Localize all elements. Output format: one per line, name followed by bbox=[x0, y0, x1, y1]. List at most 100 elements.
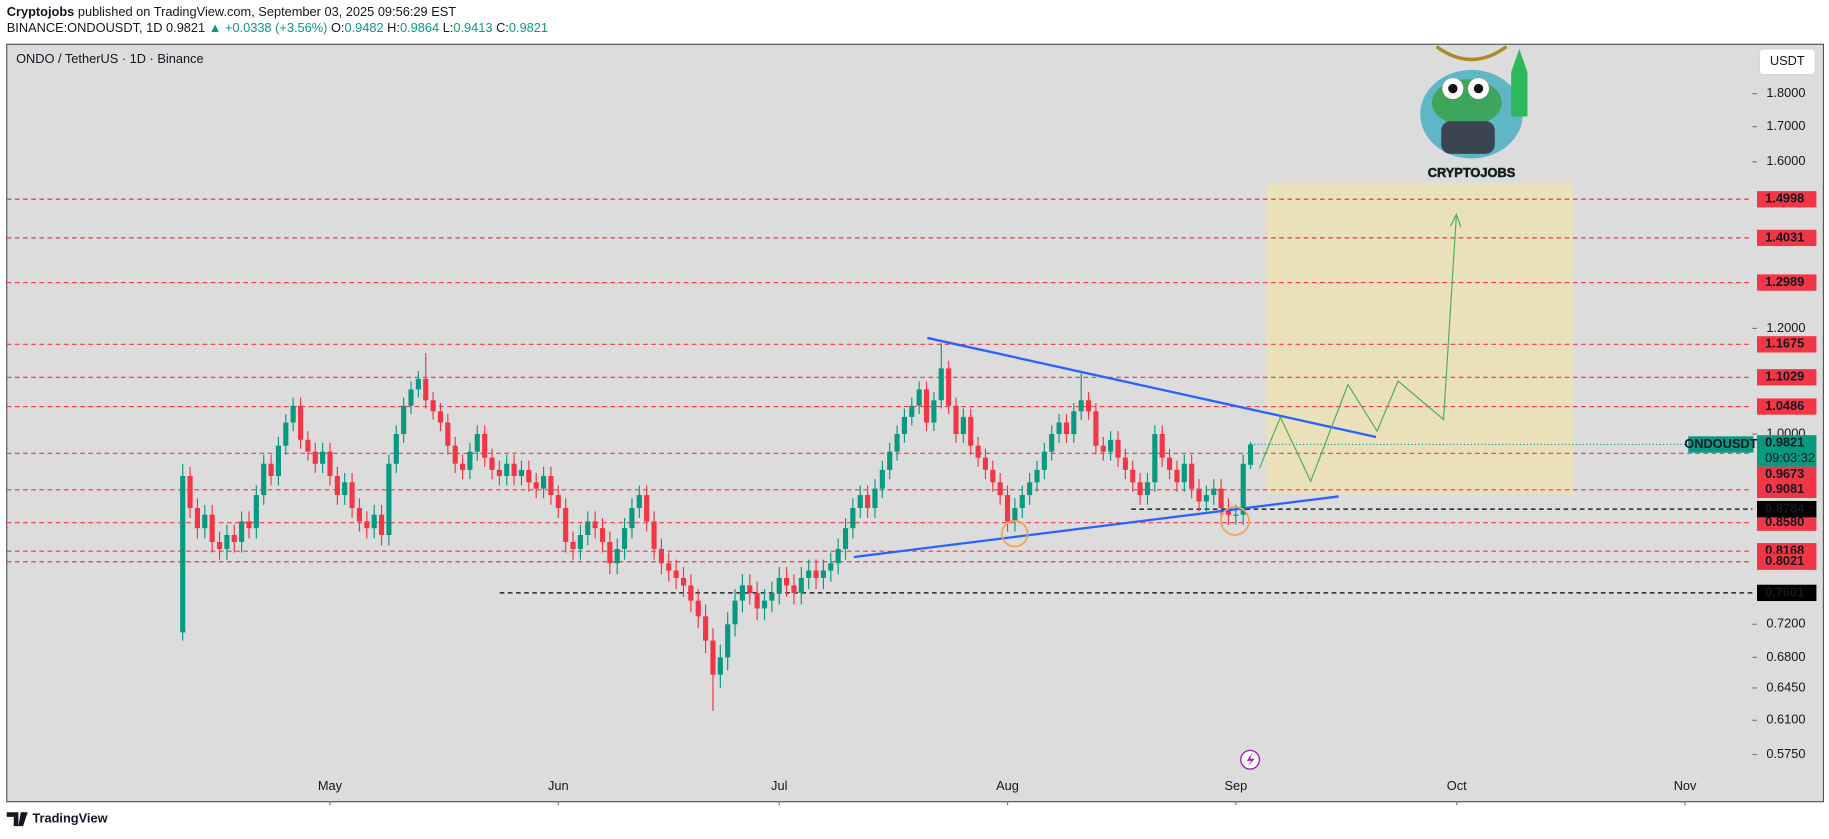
candle-body bbox=[518, 469, 525, 477]
candle-body bbox=[879, 469, 885, 489]
event-bolt bbox=[1246, 752, 1255, 767]
level-label: 0.9673 bbox=[1765, 466, 1804, 481]
level-label-box bbox=[1756, 553, 1817, 570]
candle-body bbox=[946, 368, 952, 406]
logo-chain bbox=[1435, 45, 1508, 62]
candle-body bbox=[356, 508, 363, 522]
time-axis: May Jun Jul Aug Sep Oct Nov bbox=[318, 778, 1697, 806]
candles bbox=[180, 343, 1254, 711]
candle-body bbox=[968, 416, 974, 446]
candle-body bbox=[334, 476, 340, 496]
candle-body bbox=[857, 495, 863, 509]
countdown: 09:03:32 bbox=[1765, 450, 1815, 465]
candle-body bbox=[364, 521, 370, 529]
candle-body bbox=[180, 476, 186, 633]
candle-body bbox=[784, 577, 790, 586]
h-value: 0.9864 bbox=[400, 21, 439, 36]
candle-body bbox=[791, 585, 797, 593]
candle-body bbox=[437, 411, 444, 423]
candle-body bbox=[504, 463, 510, 477]
projection-path bbox=[1258, 215, 1457, 483]
candle-body bbox=[1211, 488, 1217, 496]
candle-body bbox=[673, 570, 679, 578]
currency-button[interactable] bbox=[1758, 48, 1816, 76]
level-label-box bbox=[1756, 398, 1817, 415]
currency-label[interactable]: USDT bbox=[1770, 53, 1805, 68]
candle-body bbox=[717, 657, 723, 675]
level-label: 1.0486 bbox=[1765, 398, 1804, 413]
candle-body bbox=[194, 508, 200, 529]
candle-body bbox=[607, 541, 613, 564]
candle-body bbox=[1034, 469, 1040, 483]
candle-body bbox=[1233, 514, 1239, 516]
level-label-box bbox=[1756, 466, 1817, 483]
candle-body bbox=[938, 368, 944, 401]
candle-body bbox=[636, 495, 642, 509]
candle-body bbox=[1108, 439, 1114, 452]
candle-body bbox=[187, 476, 193, 509]
candle-body bbox=[960, 416, 966, 435]
candle-body bbox=[563, 508, 569, 542]
candle-body bbox=[209, 514, 215, 542]
candle-body bbox=[474, 434, 480, 452]
level-label: 0.8784 bbox=[1765, 500, 1805, 515]
price-label: 0.9821 bbox=[1765, 435, 1804, 450]
candle-body bbox=[732, 600, 738, 625]
candle-body bbox=[526, 469, 532, 483]
candle-body bbox=[1019, 495, 1025, 509]
y-tick-label: 0.6450 bbox=[1766, 679, 1805, 694]
candle-body bbox=[592, 521, 598, 529]
logo-rocket bbox=[1511, 48, 1528, 117]
candle-body bbox=[680, 577, 687, 586]
author: Cryptojobs bbox=[7, 4, 75, 19]
candle-body bbox=[327, 451, 333, 477]
candle-body bbox=[754, 592, 760, 609]
candle-body bbox=[489, 457, 495, 470]
candle-body bbox=[1012, 508, 1018, 522]
candle-body bbox=[541, 476, 547, 489]
candle-body bbox=[1027, 482, 1033, 496]
c-value: 0.9821 bbox=[509, 21, 548, 36]
candle-body bbox=[239, 521, 245, 542]
level-label: 1.1675 bbox=[1765, 336, 1804, 351]
candle-body bbox=[459, 463, 466, 470]
candle-body bbox=[835, 548, 841, 564]
candle-body bbox=[496, 469, 502, 477]
level-label: 0.8021 bbox=[1765, 553, 1804, 568]
symbol-tag-box bbox=[1688, 436, 1754, 453]
logo-jacket bbox=[1441, 121, 1495, 154]
candle-body bbox=[725, 624, 731, 658]
o-value: 0.9482 bbox=[344, 21, 383, 36]
published: published on TradingView.com, September … bbox=[78, 4, 456, 19]
candle-body bbox=[246, 521, 252, 529]
candle-body bbox=[1189, 463, 1195, 489]
y-tick-label: 0.7200 bbox=[1766, 616, 1805, 631]
candle-body bbox=[1174, 469, 1180, 483]
l-label: L: bbox=[443, 21, 454, 36]
candle-body bbox=[1166, 457, 1173, 470]
candle-body bbox=[570, 541, 576, 549]
candle-body bbox=[1115, 439, 1121, 458]
candle-body bbox=[909, 405, 915, 417]
x-tick-label: Jun bbox=[548, 778, 569, 793]
y-tick-label: 0.6800 bbox=[1766, 649, 1805, 664]
level-label-box bbox=[1756, 500, 1817, 518]
last-price: 0.9821 bbox=[166, 21, 205, 36]
header-line-2: BINANCE:ONDOUSDT, 1D 0.9821 ▲ +0.0338 (+… bbox=[7, 21, 548, 36]
candle-body bbox=[1093, 411, 1099, 446]
candle-body bbox=[982, 457, 989, 470]
candle-body bbox=[695, 600, 701, 617]
level-label-box bbox=[1756, 274, 1817, 291]
header-line-1: Cryptojobs published on TradingView.com,… bbox=[7, 4, 457, 19]
candle-body bbox=[865, 495, 871, 509]
level-label: 1.4998 bbox=[1765, 191, 1804, 206]
candle-body bbox=[703, 616, 709, 641]
candle-body bbox=[798, 577, 804, 593]
y-tick-label: 1.2000 bbox=[1766, 320, 1805, 335]
candle-body bbox=[1196, 488, 1202, 502]
candle-body bbox=[305, 439, 311, 452]
logo-pupil bbox=[1448, 83, 1458, 94]
candle-body bbox=[312, 451, 318, 464]
candle-body bbox=[761, 600, 768, 609]
candle-body bbox=[1041, 451, 1047, 470]
